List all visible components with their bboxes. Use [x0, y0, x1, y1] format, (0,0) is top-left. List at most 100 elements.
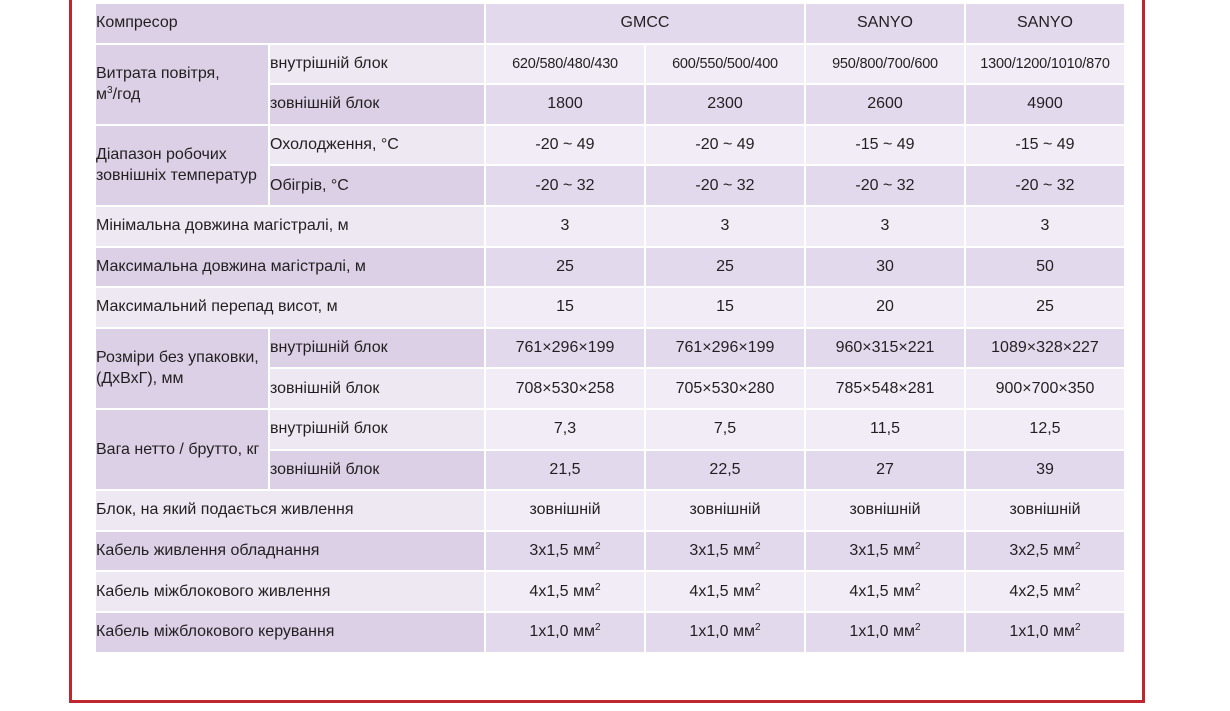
table-row: Розміри без упаковки, (ДхВхГ), мм внутрі…	[96, 328, 1124, 408]
table-cell: 3	[966, 206, 1124, 246]
table-row: Компресор GMCC SANYO SANYO	[96, 4, 1124, 43]
dimensions-indoor-label: внутрішній блок	[270, 328, 484, 368]
dimensions-outdoor-label: зовнішній блок	[270, 369, 484, 408]
table-cell: -20 ~ 32	[966, 166, 1124, 205]
table-cell: зовнішній	[486, 491, 644, 530]
max-height-label: Максимальний перепад висот, м	[96, 288, 484, 327]
table-cell: -20 ~ 49	[646, 125, 804, 165]
table-cell: 4х2,5 мм2	[966, 572, 1124, 611]
min-pipe-label: Мінімальна довжина магістралі, м	[96, 206, 484, 246]
table-row: Максимальна довжина магістралі, м 25 25 …	[96, 247, 1124, 287]
table-cell: 1х1,0 мм2	[486, 612, 644, 652]
weight-outdoor-label: зовнішній блок	[270, 450, 484, 490]
airflow-label: Витрата повітря, м3/год	[96, 44, 268, 124]
table-cell: 1089×328×227	[966, 328, 1124, 368]
table-cell: 4900	[966, 85, 1124, 124]
table-cell: 50	[966, 247, 1124, 287]
table-row: зовнішній блок 708×530×258 705×530×280 7…	[96, 369, 1124, 408]
table-cell: 3	[486, 206, 644, 246]
table-row: Вага нетто / брутто, кг внутрішній блок …	[96, 409, 1124, 490]
airflow-outdoor-label: зовнішній блок	[270, 85, 484, 124]
table-cell: зовнішній	[646, 491, 804, 530]
table-cell: 600/550/500/400	[646, 44, 804, 84]
page-frame	[69, 0, 1145, 703]
interunit-control-label: Кабель міжблокового керування	[96, 612, 484, 652]
table-cell: 3х1,5 мм2	[646, 531, 804, 571]
table-cell: зовнішній	[806, 491, 964, 530]
spec-table: Компресор GMCC SANYO SANYO Витрата повіт…	[94, 2, 1126, 654]
cooling-label: Охолодження, °С	[270, 125, 484, 165]
power-cable-label: Кабель живлення обладнання	[96, 531, 484, 571]
table-cell: 1300/1200/1010/870	[966, 44, 1124, 84]
table-cell: 705×530×280	[646, 369, 804, 408]
table-cell: 1х1,0 мм2	[806, 612, 964, 652]
compressor-gmcc: GMCC	[486, 4, 804, 43]
airflow-indoor-label: внутрішній блок	[270, 44, 484, 84]
table-cell: 4х1,5 мм2	[486, 572, 644, 611]
table-cell: 708×530×258	[486, 369, 644, 408]
max-pipe-label: Максимальна довжина магістралі, м	[96, 247, 484, 287]
table-cell: 21,5	[486, 450, 644, 490]
table-cell: 15	[486, 288, 644, 327]
table-cell: -20 ~ 32	[486, 166, 644, 205]
table-cell: 761×296×199	[646, 328, 804, 368]
table-row: Діапазон робочих зовнішніх температур Ох…	[96, 125, 1124, 205]
table-cell: 900×700×350	[966, 369, 1124, 408]
table-cell: 3	[646, 206, 804, 246]
table-row: зовнішній блок 21,5 22,5 27 39	[96, 450, 1124, 490]
table-row: Обігрів, °С -20 ~ 32 -20 ~ 32 -20 ~ 32 -…	[96, 166, 1124, 205]
table-cell: 39	[966, 450, 1124, 490]
table-row: Максимальний перепад висот, м 15 15 20 2…	[96, 288, 1124, 327]
temp-range-label: Діапазон робочих зовнішніх температур	[96, 125, 268, 205]
table-cell: -20 ~ 32	[806, 166, 964, 205]
table-row: Витрата повітря, м3/год внутрішній блок …	[96, 44, 1124, 124]
compressor-sanyo-1: SANYO	[806, 4, 964, 43]
table-cell: 1х1,0 мм2	[646, 612, 804, 652]
table-cell: 7,5	[646, 409, 804, 449]
table-cell: 3х1,5 мм2	[486, 531, 644, 571]
table-cell: 12,5	[966, 409, 1124, 449]
table-cell: 20	[806, 288, 964, 327]
table-cell: 2300	[646, 85, 804, 124]
compressor-sanyo-2: SANYO	[966, 4, 1124, 43]
weight-label: Вага нетто / брутто, кг	[96, 409, 268, 490]
table-cell: 1800	[486, 85, 644, 124]
table-cell: 960×315×221	[806, 328, 964, 368]
table-cell: 950/800/700/600	[806, 44, 964, 84]
table-row: Мінімальна довжина магістралі, м 3 3 3 3	[96, 206, 1124, 246]
table-cell: 4х1,5 мм2	[646, 572, 804, 611]
table-row: зовнішній блок 1800 2300 2600 4900	[96, 85, 1124, 124]
table-cell: 761×296×199	[486, 328, 644, 368]
table-cell: зовнішній	[966, 491, 1124, 530]
table-cell: 25	[646, 247, 804, 287]
table-cell: -20 ~ 49	[486, 125, 644, 165]
table-cell: 4х1,5 мм2	[806, 572, 964, 611]
table-cell: 25	[966, 288, 1124, 327]
table-cell: -20 ~ 32	[646, 166, 804, 205]
table-cell: 27	[806, 450, 964, 490]
table-cell: 11,5	[806, 409, 964, 449]
table-cell: 620/580/480/430	[486, 44, 644, 84]
table-row: Кабель міжблокового живлення 4х1,5 мм2 4…	[96, 572, 1124, 611]
table-cell: 15	[646, 288, 804, 327]
table-cell: 3	[806, 206, 964, 246]
weight-indoor-label: внутрішній блок	[270, 409, 484, 449]
heating-label: Обігрів, °С	[270, 166, 484, 205]
table-cell: 22,5	[646, 450, 804, 490]
table-cell: 25	[486, 247, 644, 287]
table-cell: 7,3	[486, 409, 644, 449]
table-row: Кабель міжблокового керування 1х1,0 мм2 …	[96, 612, 1124, 652]
dimensions-label: Розміри без упаковки, (ДхВхГ), мм	[96, 328, 268, 408]
table-cell: 2600	[806, 85, 964, 124]
table-cell: 1х1,0 мм2	[966, 612, 1124, 652]
table-cell: 3х2,5 мм2	[966, 531, 1124, 571]
power-block-label: Блок, на який подається живлення	[96, 491, 484, 530]
table-cell: 3х1,5 мм2	[806, 531, 964, 571]
table-cell: 30	[806, 247, 964, 287]
table-cell: 785×548×281	[806, 369, 964, 408]
table-row: Кабель живлення обладнання 3х1,5 мм2 3х1…	[96, 531, 1124, 571]
table-cell: -15 ~ 49	[806, 125, 964, 165]
compressor-label: Компресор	[96, 4, 484, 43]
table-cell: -15 ~ 49	[966, 125, 1124, 165]
interunit-power-label: Кабель міжблокового живлення	[96, 572, 484, 611]
